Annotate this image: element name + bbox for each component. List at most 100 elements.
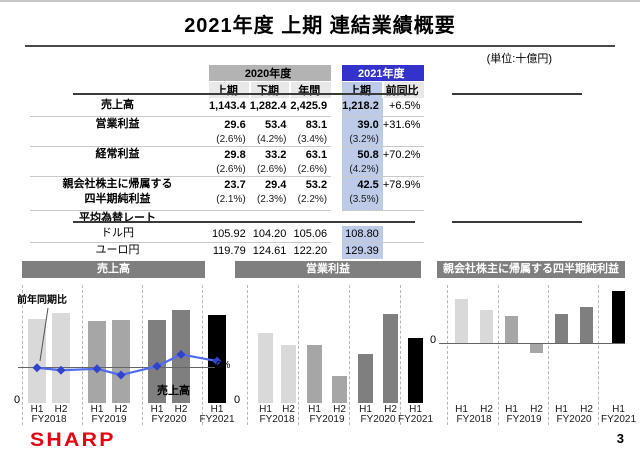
- section-title-operating-profit: 営業利益: [235, 261, 421, 278]
- table-cell: [331, 116, 343, 146]
- x-label-half: H1: [409, 404, 422, 415]
- x-label-fiscal-year: FY2018: [31, 414, 67, 425]
- group-separator-line: [247, 285, 248, 425]
- row-label: 営業利益: [30, 116, 209, 147]
- fx-cell-2021: 129.39: [342, 242, 383, 259]
- x-label-half: H2: [530, 404, 543, 415]
- group-separator-line: [22, 285, 23, 425]
- x-label-half: H1: [612, 404, 625, 415]
- cell-2020: 53.2 (2.2%): [290, 176, 332, 211]
- cell-2020: 29.6 (2.6%): [209, 116, 250, 147]
- subheader-h2-2020: 下期: [248, 81, 291, 98]
- fx-cell-2020: 119.79: [212, 245, 246, 257]
- row-label: 売上高: [30, 98, 209, 117]
- bar-h2-fy2019: [530, 343, 543, 353]
- cell-yoy: +78.9%: [382, 176, 425, 211]
- table-cell: [331, 242, 343, 259]
- cell-2020: 53.4 (4.2%): [249, 116, 291, 147]
- bar-h2-fy2020: [580, 307, 593, 343]
- fx-cell-2020: 124.61: [252, 245, 287, 257]
- bar-h1-fy2019: [307, 344, 322, 403]
- group-separator-line: [598, 285, 599, 425]
- group-separator-line: [400, 285, 401, 425]
- table-cell: [331, 81, 343, 98]
- net-income-chart: H1 H2 H1 H2 H1 H2 H1 FY2018 FY2019 FY2020 FY2021 0: [430, 283, 636, 431]
- fx-row-label: ドル円: [30, 226, 209, 243]
- table-cell: [382, 226, 425, 243]
- cell-2021-h1: 1,218.2: [342, 98, 383, 117]
- yoy-line: [36, 353, 218, 377]
- yoy-marker: [116, 370, 126, 380]
- axis-zero-label: 0: [234, 394, 241, 406]
- bar-h2-fy2018: [480, 310, 493, 343]
- yoy-marker: [56, 365, 66, 375]
- fx-cell-2020: 122.20: [293, 245, 328, 257]
- subheader-fy-2020: 年間: [289, 81, 332, 98]
- x-label-half: H1: [308, 404, 321, 415]
- x-label-half: H1: [259, 404, 272, 415]
- group-separator-line: [82, 285, 83, 425]
- group-separator-line: [202, 285, 203, 425]
- section-title-net-sales: 売上高: [22, 261, 205, 278]
- group-separator-line: [447, 285, 448, 425]
- x-label-fiscal-year: FY2018: [456, 414, 492, 425]
- bar-h1-fy2018: [455, 299, 468, 343]
- table-cell: [331, 210, 343, 226]
- x-label-half: H1: [455, 404, 468, 415]
- x-label-half: H2: [114, 404, 128, 415]
- fx-row-label: ユーロ円: [95, 244, 140, 256]
- col-group-2020: 2020年度: [209, 65, 332, 82]
- table-cell: [30, 65, 209, 82]
- page-number: 3: [616, 431, 624, 446]
- x-label-fiscal-year: FY2018: [259, 414, 295, 425]
- table-cell: [290, 210, 331, 226]
- x-label-half: H1: [210, 404, 224, 415]
- fx-cell-2020: 104.20: [249, 226, 291, 243]
- subheader-h1-2021: 上期: [342, 81, 383, 98]
- cell-2020: 29.4 (2.3%): [249, 176, 291, 211]
- unit-note: (単位:十億円): [486, 53, 552, 65]
- table-cell: [331, 176, 343, 210]
- x-label-half: H1: [90, 404, 104, 415]
- bar-h2-fy2019: [332, 376, 347, 403]
- x-label-half: H2: [333, 404, 346, 415]
- x-label-half: H2: [480, 404, 493, 415]
- fx-cell-2021: 108.80: [342, 226, 383, 243]
- group-separator-line: [298, 285, 299, 425]
- x-label-fiscal-year: FY2019: [309, 414, 345, 425]
- title-rule: [25, 45, 615, 47]
- yoy-marker: [176, 349, 186, 359]
- cell-2020: 33.2 (2.6%): [249, 146, 291, 177]
- cell-2021-h1: 50.8 (4.2%): [342, 146, 383, 177]
- table-cell: [250, 210, 291, 226]
- x-label-half: H2: [54, 404, 68, 415]
- cell-2020: 2,425.9: [290, 98, 332, 117]
- yoy-zero-percent-label: 0%: [216, 360, 231, 371]
- cell-2020: 1,282.4: [249, 98, 291, 117]
- table-cell: [383, 210, 425, 226]
- x-label-fiscal-year: FY2020: [360, 414, 396, 425]
- group-separator-line: [142, 285, 143, 425]
- x-label-fiscal-year: FY2019: [506, 414, 542, 425]
- bar-h1-fy2018: [28, 318, 46, 403]
- x-label-half: H1: [555, 404, 568, 415]
- table-cell: [342, 210, 383, 226]
- row-label: 経常利益: [30, 146, 209, 177]
- cell-2020: 1,143.4: [209, 98, 250, 117]
- bar-h1-fy2018: [258, 333, 273, 403]
- x-label-fiscal-year: FY2019: [91, 414, 127, 425]
- subheader-h1-2020: 上期: [209, 81, 250, 98]
- yoy-marker: [152, 361, 162, 371]
- table-cell: [331, 65, 343, 82]
- subheader-yoy: 前同比: [381, 81, 425, 98]
- table-heavy-rule: [452, 93, 582, 95]
- fx-section-label: 平均為替レート: [79, 211, 156, 224]
- callout-line: [39, 307, 49, 362]
- cell-2021-h1: 42.5 (3.5%): [342, 176, 383, 211]
- table-cell: [383, 243, 425, 260]
- cell-yoy: +6.5%: [382, 98, 425, 117]
- x-label-half: H1: [150, 404, 164, 415]
- table-cell: [30, 82, 209, 99]
- bar-h1-fy2019: [505, 316, 518, 343]
